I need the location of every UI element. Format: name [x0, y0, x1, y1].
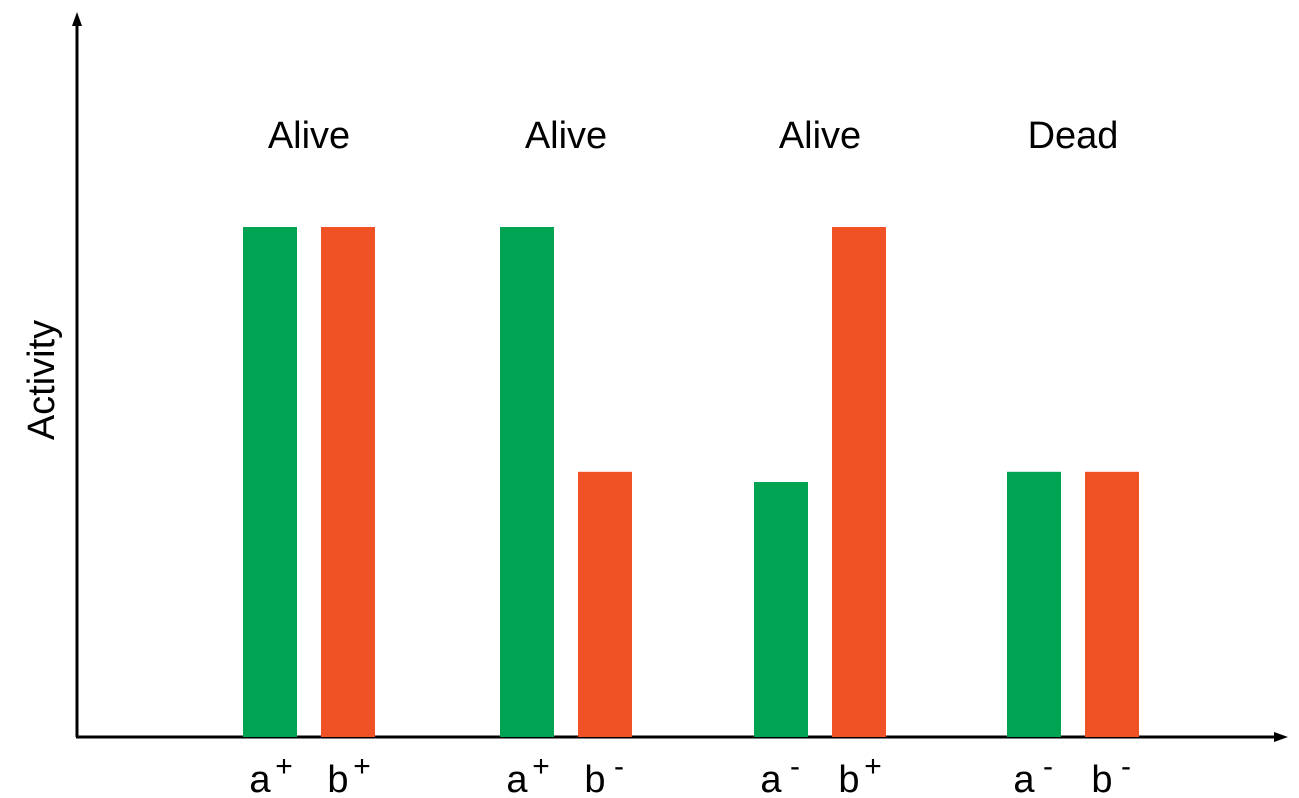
tick-label-sup-2-b: - [614, 750, 624, 783]
y-axis-title: Activity [21, 320, 63, 440]
bar-2-b [578, 471, 632, 737]
bar-1-a [243, 227, 297, 737]
group-label-1: Alive [268, 115, 350, 157]
bars [243, 227, 1139, 737]
group-label-3: Alive [779, 115, 861, 157]
tick-label-3-b: b [838, 759, 859, 798]
tick-label-2-a: a [506, 759, 528, 798]
bar-3-a [754, 482, 808, 737]
y-axis-arrow-icon [72, 12, 82, 26]
tick-label-sup-1-a: + [275, 750, 293, 783]
bar-1-b [321, 227, 375, 737]
tick-label-2-b: b [584, 759, 605, 798]
bar-3-b [832, 227, 886, 737]
tick-label-sup-3-b: + [864, 750, 882, 783]
tick-label-sup-3-a: - [790, 750, 800, 783]
tick-labels: a + b + a + b - a - b + a - b - [249, 750, 1131, 798]
group-label-2: Alive [525, 115, 607, 157]
group-label-4: Dead [1028, 115, 1119, 157]
tick-label-3-a: a [760, 759, 782, 798]
tick-label-sup-2-a: + [532, 750, 550, 783]
bar-4-b [1085, 471, 1139, 737]
tick-label-sup-1-b: + [353, 750, 371, 783]
tick-label-sup-4-a: - [1043, 750, 1053, 783]
bar-2-a [500, 227, 554, 737]
tick-label-1-b: b [327, 759, 348, 798]
tick-label-4-a: a [1013, 759, 1035, 798]
tick-label-1-a: a [249, 759, 271, 798]
tick-label-4-b: b [1091, 759, 1112, 798]
bar-4-a [1007, 471, 1061, 737]
x-axis-arrow-icon [1274, 732, 1288, 742]
tick-label-sup-4-b: - [1121, 750, 1131, 783]
group-labels: Alive Alive Alive Dead [268, 115, 1119, 157]
